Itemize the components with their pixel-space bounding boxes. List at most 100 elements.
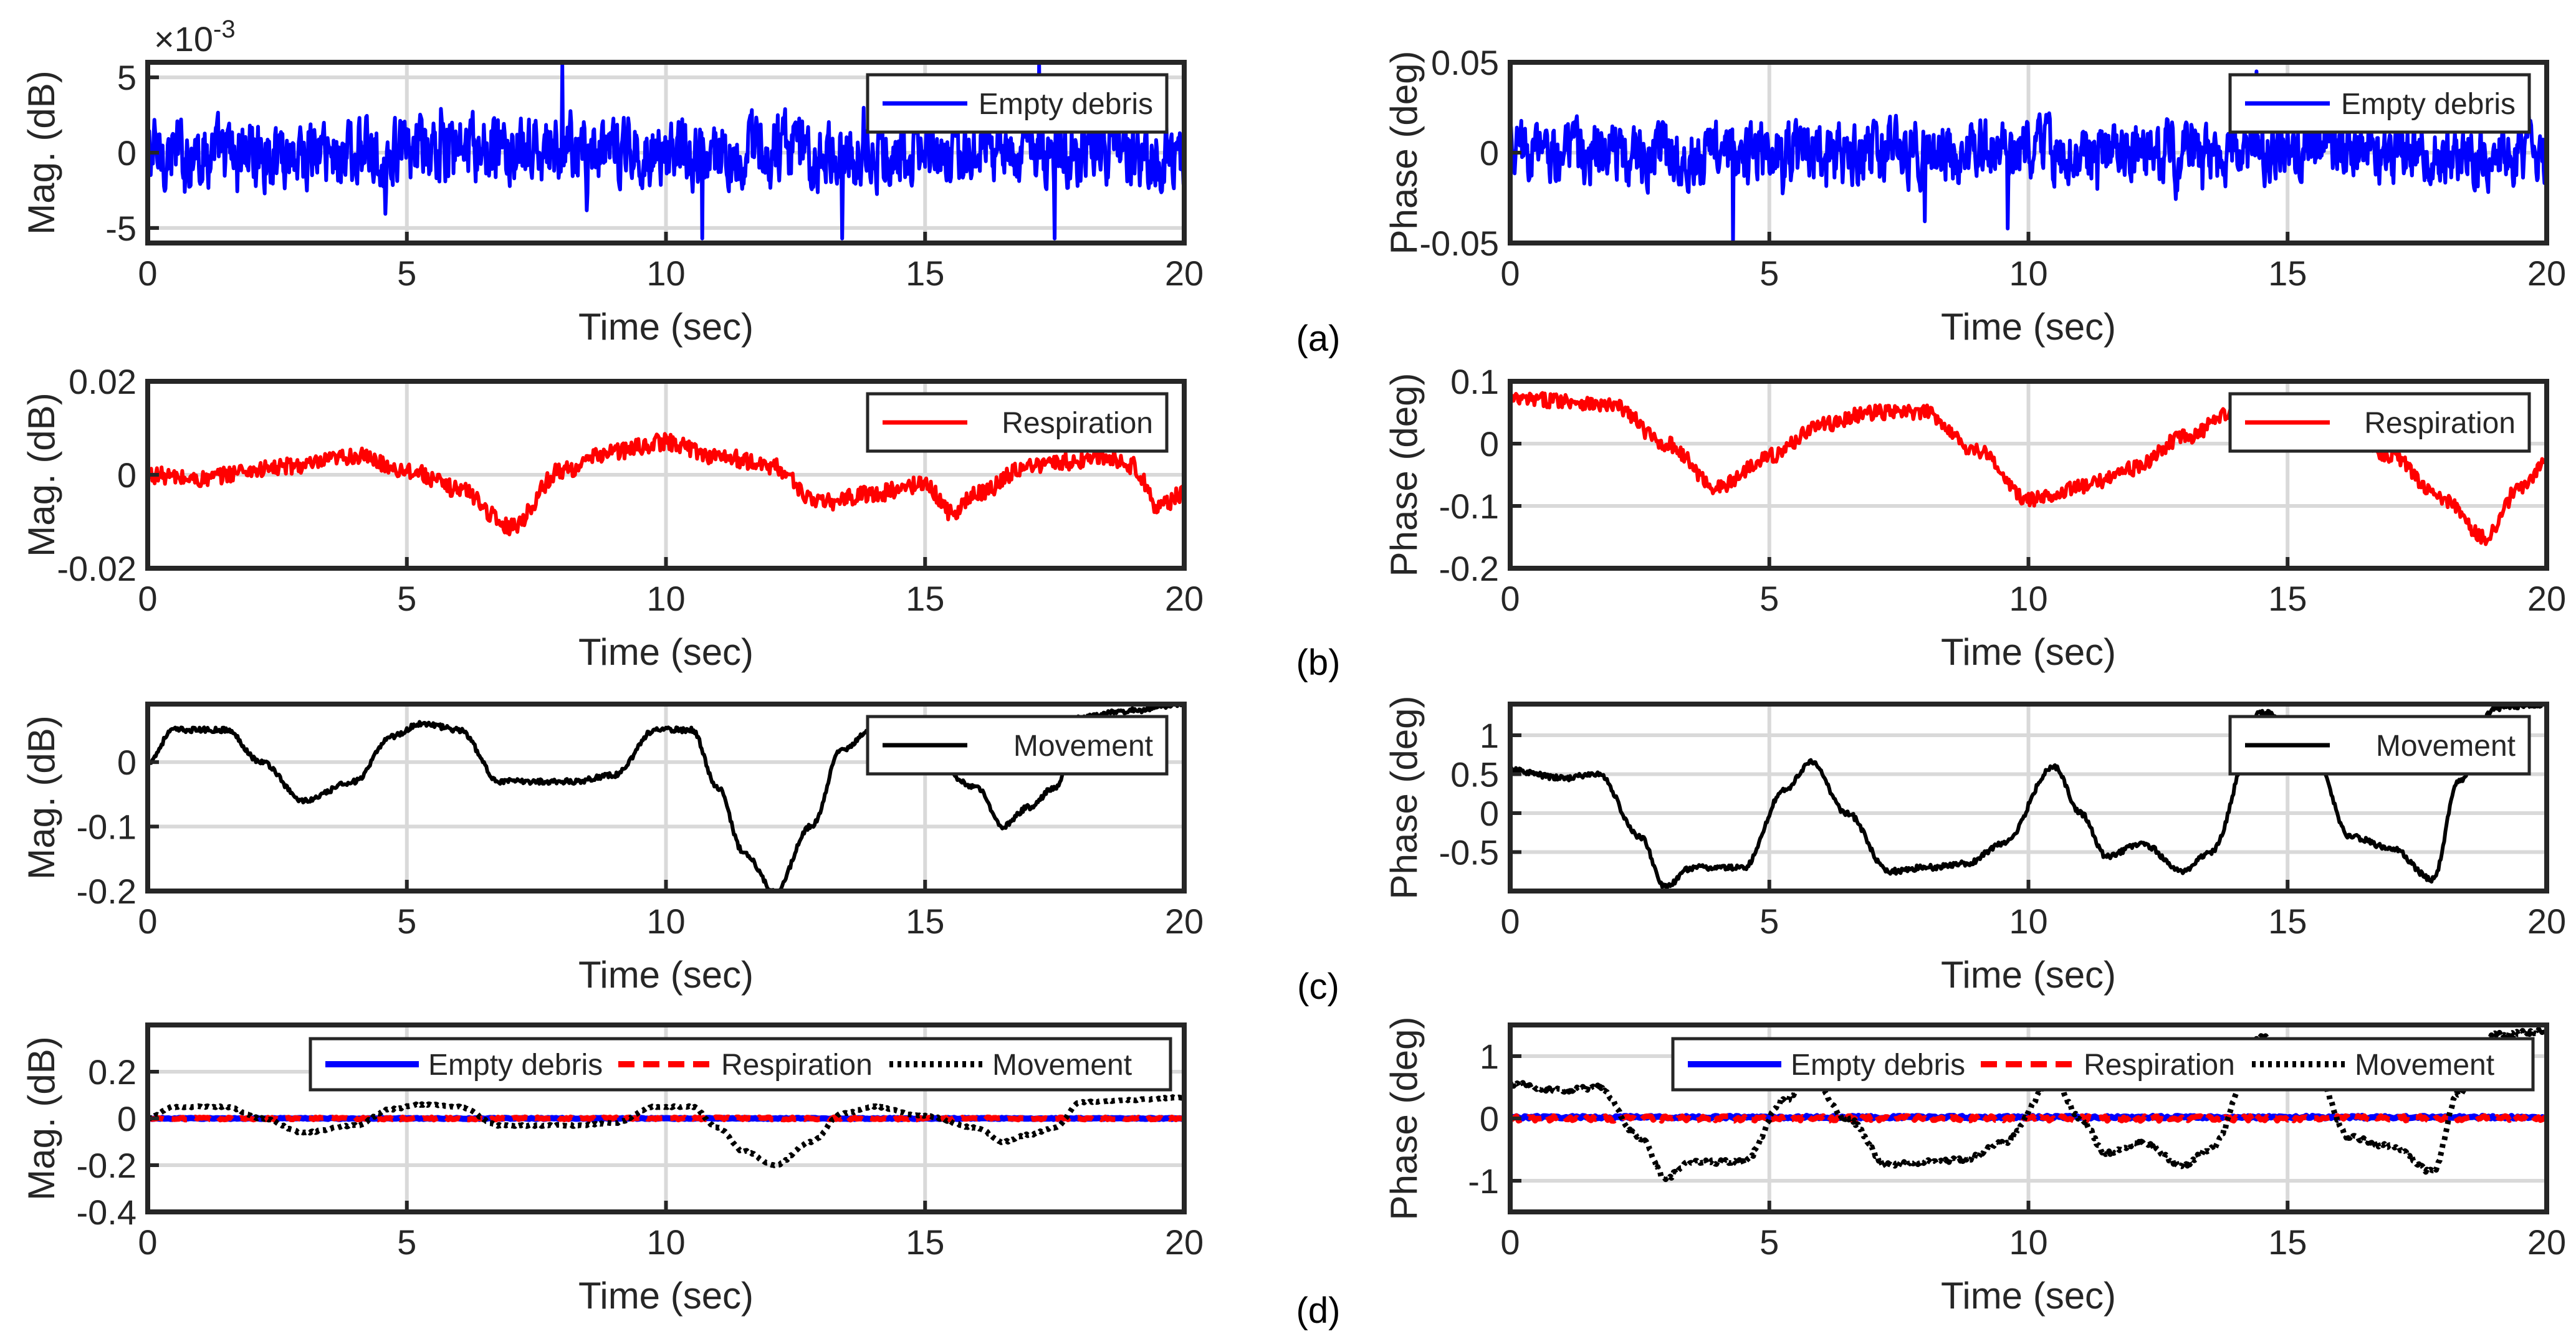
x-axis-label: Time (sec) xyxy=(1941,954,2116,996)
subfigure-label-b: (b) xyxy=(1296,642,1341,683)
y-tick-label: 0.1 xyxy=(1450,362,1499,401)
legend: Empty debris Respiration Movement xyxy=(309,1037,1172,1092)
y-tick-label: -0.4 xyxy=(77,1193,137,1232)
x-tick-label: 5 xyxy=(397,254,416,293)
x-tick-label: 5 xyxy=(397,579,416,618)
x-tick-label: 10 xyxy=(2009,902,2047,941)
y-tick-label: -5 xyxy=(105,209,136,248)
legend: Respiration xyxy=(2228,392,2531,453)
x-tick-label: 5 xyxy=(1760,902,1779,941)
legend: Respiration xyxy=(866,392,1169,453)
legend-box xyxy=(1671,1037,2535,1092)
y-tick-label: -0.05 xyxy=(1419,224,1499,263)
y-tick-label: -0.2 xyxy=(77,1146,137,1185)
x-axis-label: Time (sec) xyxy=(578,954,754,996)
legend-label: Respiration xyxy=(721,1049,873,1082)
legend: Empty debris xyxy=(866,73,1169,134)
y-axis-label: Mag. (dB) xyxy=(21,1036,62,1200)
series-line-respiration xyxy=(148,1114,1184,1123)
x-tick-label: 5 xyxy=(397,1222,416,1262)
y-tick-label: 5 xyxy=(117,58,136,97)
x-tick-label: 10 xyxy=(646,1222,685,1262)
x-tick-label: 0 xyxy=(138,902,157,941)
x-tick-label: 0 xyxy=(1500,579,1520,618)
y-tick-label: -0.2 xyxy=(77,872,137,911)
x-tick-label: 10 xyxy=(2009,1222,2047,1262)
chart-c-mag: 0 5 10 15 20 -0.2 -0.1 0 Time (sec) Mag. (dB) Move… xyxy=(21,702,1204,996)
x-tick-label: 20 xyxy=(1165,579,1204,618)
legend-label: Empty debris xyxy=(2341,88,2516,121)
legend-label: Movement xyxy=(1013,730,1153,763)
y-tick-label: 1 xyxy=(1480,716,1499,755)
series-group xyxy=(1510,69,2547,243)
series-line-empty-debris xyxy=(148,62,1184,241)
x-tick-label: 10 xyxy=(646,254,685,293)
x-tick-label: 0 xyxy=(138,254,157,293)
subfigure-label-c: (c) xyxy=(1297,966,1339,1007)
x-tick-label: 20 xyxy=(2527,902,2566,941)
x-tick-label: 15 xyxy=(906,902,944,941)
y-tick-label: 0.02 xyxy=(69,362,136,401)
legend: Empty debris xyxy=(2228,73,2531,134)
chart-b-phase: 0 5 10 15 20 -0.2 -0.1 0 0.1 Time (sec) Phase (deg… xyxy=(1383,362,2566,673)
series-line-respiration xyxy=(1510,1113,2547,1124)
legend-label: Movement xyxy=(2355,1049,2494,1082)
axis-exponent-power: -3 xyxy=(213,16,236,43)
x-axis-label: Time (sec) xyxy=(578,306,754,348)
x-axis-label: Time (sec) xyxy=(1941,1275,2116,1317)
x-tick-label: 15 xyxy=(2268,902,2307,941)
x-axis-label: Time (sec) xyxy=(578,631,754,673)
x-tick-label: 5 xyxy=(1760,1222,1779,1262)
x-tick-label: 20 xyxy=(1165,902,1204,941)
y-tick-label: -1 xyxy=(1468,1161,1499,1201)
y-tick-label: 0 xyxy=(117,455,136,495)
y-tick-label: -0.1 xyxy=(77,808,137,847)
y-axis-label: Phase (deg) xyxy=(1383,51,1425,255)
x-axis-label: Time (sec) xyxy=(578,1275,754,1317)
series-line-empty-debris xyxy=(1510,69,2547,243)
y-tick-label: 0 xyxy=(117,743,136,782)
y-tick-label: 0.05 xyxy=(1431,43,1499,82)
y-axis-label: Mag. (dB) xyxy=(21,70,62,234)
x-axis-label: Time (sec) xyxy=(1941,631,2116,673)
x-tick-label: 0 xyxy=(138,579,157,618)
y-axis-label: Mag. (dB) xyxy=(21,715,62,879)
y-tick-label: 0.2 xyxy=(88,1052,136,1092)
y-tick-label: -0.2 xyxy=(1439,549,1500,588)
x-tick-label: 0 xyxy=(1500,254,1520,293)
legend-box xyxy=(309,1037,1172,1092)
x-tick-label: 5 xyxy=(397,902,416,941)
y-axis-label: Mag. (dB) xyxy=(21,393,62,556)
series-group xyxy=(148,1094,1184,1168)
legend-label: Empty debris xyxy=(979,88,1153,121)
y-tick-label: -0.02 xyxy=(57,549,136,588)
legend: Movement xyxy=(866,715,1169,776)
x-tick-label: 15 xyxy=(2268,1222,2307,1262)
x-tick-label: 10 xyxy=(646,579,685,618)
y-tick-label: 0.5 xyxy=(1450,755,1499,794)
x-axis-label: Time (sec) xyxy=(1941,306,2116,348)
series-group xyxy=(1510,704,2547,890)
x-tick-label: 15 xyxy=(906,579,944,618)
y-tick-label: 1 xyxy=(1480,1037,1499,1076)
series-group xyxy=(148,432,1184,536)
y-tick-label: 0 xyxy=(1480,1099,1499,1138)
legend-label: Empty debris xyxy=(1791,1049,1965,1082)
series-group xyxy=(1510,1026,2547,1183)
legend-label: Empty debris xyxy=(428,1049,603,1082)
x-tick-label: 15 xyxy=(906,1222,944,1262)
subfigure-label-a: (a) xyxy=(1296,318,1341,359)
series-line-movement xyxy=(1510,1026,2547,1183)
x-tick-label: 20 xyxy=(1165,254,1204,293)
x-tick-label: 20 xyxy=(2527,1222,2566,1262)
y-tick-label: 0 xyxy=(1480,424,1499,464)
y-tick-label: -0.5 xyxy=(1439,833,1500,872)
series-group xyxy=(148,704,1184,891)
